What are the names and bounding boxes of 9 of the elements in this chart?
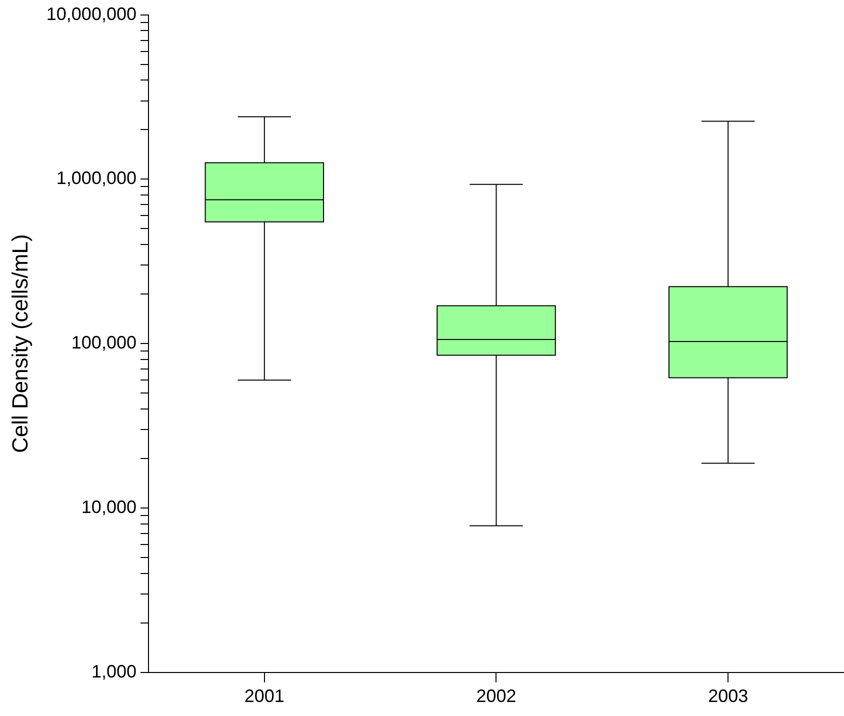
- x-tick-label: 2001: [244, 686, 284, 706]
- y-tick-label: 10,000,000: [46, 4, 136, 24]
- y-axis-title: Cell Density (cells/mL): [7, 234, 32, 454]
- x-tick-label: 2002: [476, 686, 516, 706]
- y-tick-label: 1,000,000: [56, 168, 136, 188]
- y-tick-label: 100,000: [71, 332, 136, 353]
- y-tick-label: 1,000: [91, 661, 136, 682]
- y-tick-label: 10,000: [81, 496, 136, 517]
- x-tick-label: 2003: [708, 686, 748, 706]
